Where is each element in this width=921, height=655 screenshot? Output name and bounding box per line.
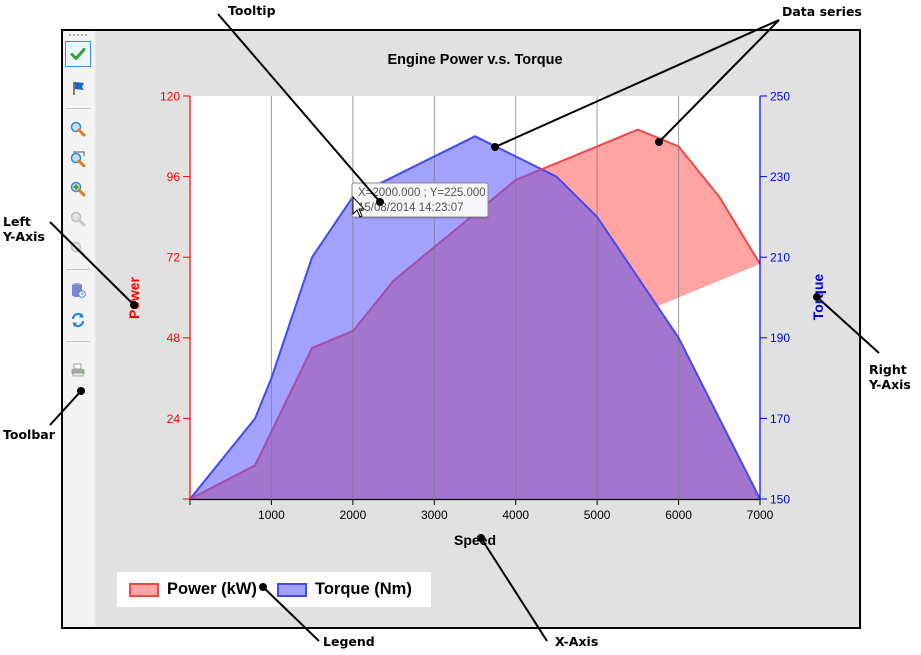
refresh-icon (71, 312, 85, 328)
left-y-axis: 120 96 72 48 24 Power (126, 90, 191, 500)
zoom-in-button[interactable] (65, 176, 91, 202)
zoom-button[interactable] (65, 116, 91, 142)
svg-text:190: 190 (770, 331, 790, 345)
chart-canvas: Engine Power v.s. Torque (126, 52, 826, 548)
chart-title: Engine Power v.s. Torque (387, 52, 562, 68)
svg-text:2000: 2000 (340, 508, 367, 522)
zoom-in-icon (70, 181, 86, 197)
annotation-left-y-axis: Left Y-Axis (3, 214, 45, 244)
checkmark-icon (70, 48, 86, 60)
svg-text:6000: 6000 (665, 508, 692, 522)
annotation-right-y-axis: Right Y-Axis (869, 362, 911, 392)
annotation-toolbar: Toolbar (3, 427, 55, 442)
svg-text:24: 24 (167, 412, 181, 426)
svg-text:15/08/2014 14:23:07: 15/08/2014 14:23:07 (358, 202, 464, 214)
toolbar-separator (66, 341, 90, 342)
annotation-legend: Legend (323, 634, 375, 649)
torque-series-line[interactable] (189, 135, 761, 500)
flag-icon (73, 82, 84, 95)
svg-text:250: 250 (770, 90, 790, 104)
svg-text:4000: 4000 (502, 508, 529, 522)
left-y-axis-label: Power (126, 276, 142, 319)
legend-swatch-power (129, 582, 159, 597)
x-axis: 1000 2000 3000 4000 5000 6000 7000 Speed (189, 498, 774, 548)
chart-tooltip: X=2000.000 ; Y=225.000 15/08/2014 14:23:… (351, 182, 489, 219)
power-series-line-overlap (190, 145, 598, 500)
svg-text:48: 48 (167, 331, 181, 345)
legend-label-torque: Torque (Nm) (315, 580, 412, 598)
chart-legend: Power (kW) Torque (Nm) (117, 572, 431, 607)
legend-label-power: Power (kW) (167, 580, 257, 598)
legend-swatch-torque (277, 582, 307, 597)
chart-toolbar (63, 31, 96, 627)
legend-item-power[interactable]: Power (kW) (129, 580, 257, 599)
checkmark-button[interactable] (65, 41, 91, 67)
svg-text:3000: 3000 (421, 508, 448, 522)
printer-icon (71, 363, 85, 377)
annotation-data-series: Data series (782, 4, 862, 19)
svg-text:210: 210 (770, 251, 790, 265)
zoom-icon (70, 121, 86, 137)
legend-item-torque[interactable]: Torque (Nm) (277, 580, 412, 599)
x-axis-label: Speed (454, 532, 496, 548)
annotation-tooltip: Tooltip (228, 3, 276, 18)
svg-text:7000: 7000 (747, 508, 774, 522)
svg-text:5000: 5000 (584, 508, 611, 522)
svg-text:150: 150 (770, 493, 790, 507)
annotation-left-y-axis-line1: Left (3, 214, 31, 229)
svg-text:X=2000.000 ; Y=225.000: X=2000.000 ; Y=225.000 (358, 187, 486, 199)
annotation-right-y-axis-line1: Right (869, 362, 907, 377)
right-y-axis-label: Torque (810, 274, 826, 321)
toolbar-separator (66, 108, 90, 109)
svg-text:120: 120 (160, 90, 180, 104)
svg-text:72: 72 (167, 251, 181, 265)
svg-text:96: 96 (167, 170, 181, 184)
svg-text:1000: 1000 (258, 508, 285, 522)
svg-text:170: 170 (770, 412, 790, 426)
right-y-axis: 250 230 210 190 170 150 Torque (759, 90, 826, 507)
zoom-area-button[interactable] (65, 146, 91, 172)
zoom-area-icon (70, 151, 86, 167)
svg-text:230: 230 (770, 170, 790, 184)
chart-control: Engine Power v.s. Torque (61, 29, 861, 629)
annotation-left-y-axis-line2: Y-Axis (3, 229, 45, 244)
toolbar-grip[interactable] (68, 34, 88, 36)
annotation-right-y-axis-line2: Y-Axis (869, 377, 911, 392)
refresh-button[interactable] (65, 307, 91, 333)
flag-button[interactable] (65, 75, 91, 101)
print-button[interactable] (65, 357, 91, 383)
annotation-x-axis: X-Axis (555, 634, 599, 649)
